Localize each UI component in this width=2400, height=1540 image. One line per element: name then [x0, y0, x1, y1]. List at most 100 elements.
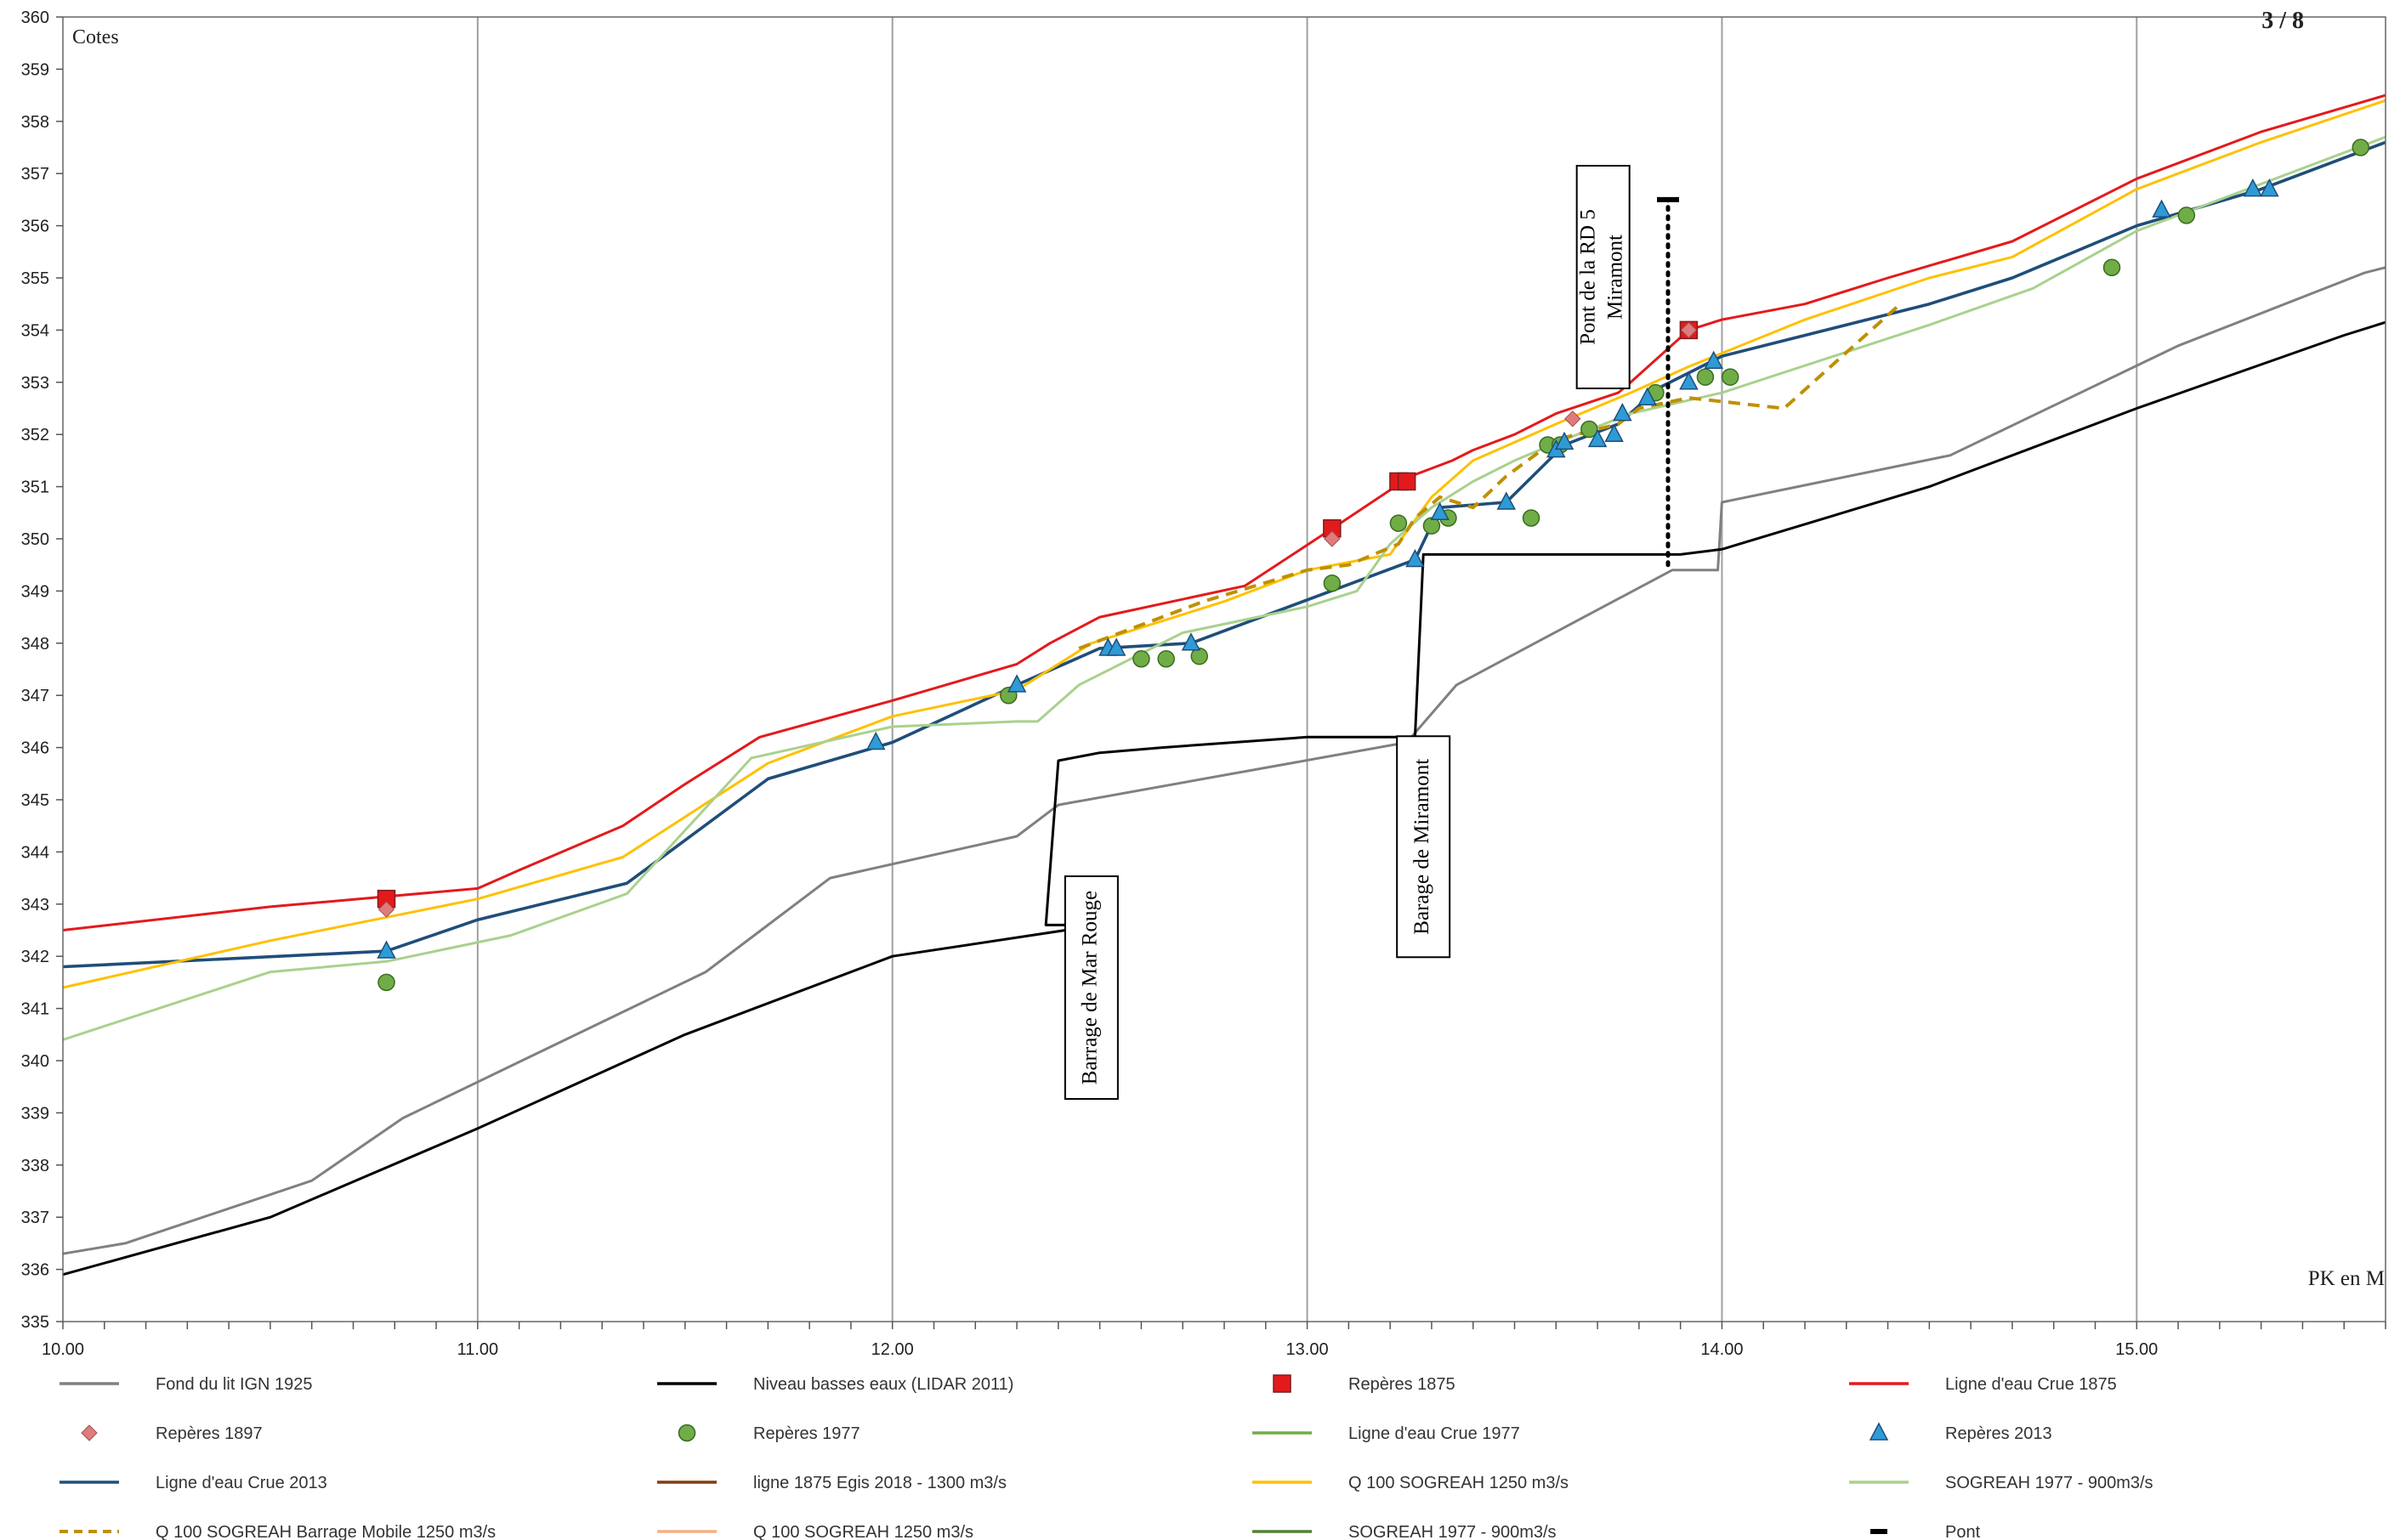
- marker-circle: [1696, 368, 1715, 386]
- legend-item: Repères 1897: [81, 1424, 263, 1443]
- y-tick-label: 346: [21, 739, 49, 758]
- legend-item: Fond du lit IGN 1925: [60, 1375, 313, 1394]
- marker-diamond: [81, 1424, 98, 1441]
- legend-label: Ligne d'eau Crue 2013: [156, 1474, 327, 1492]
- annotation-text: Pont de la RD 5: [1576, 209, 1599, 345]
- x-tick-label: 11.00: [457, 1340, 499, 1359]
- y-axis-label: Cotes: [72, 26, 119, 48]
- y-tick-label: 339: [21, 1104, 49, 1123]
- y-tick-label: 360: [21, 8, 49, 27]
- legend-item: Repères 1875: [1273, 1374, 1455, 1394]
- legend-label: SOGREAH 1977 - 900m3/s: [1348, 1523, 1557, 1540]
- marker-square: [1397, 472, 1416, 491]
- marker-triangle: [1106, 637, 1126, 656]
- annotation-box: Barage de Miramont: [1396, 735, 1451, 959]
- legend-label: Ligne d'eau Crue 1977: [1348, 1424, 1520, 1443]
- y-tick-label: 355: [21, 269, 49, 288]
- y-tick-label: 358: [21, 113, 49, 132]
- marker-circle: [1721, 368, 1739, 386]
- legend-label: Niveau basses eaux (LIDAR 2011): [753, 1375, 1013, 1394]
- x-tick-label: 13.00: [1286, 1340, 1329, 1359]
- legend-label: Repères 2013: [1945, 1424, 2052, 1443]
- y-tick-label: 335: [21, 1313, 49, 1332]
- marker-triangle: [1604, 423, 1624, 442]
- marker-circle: [2352, 139, 2369, 156]
- legend-label: Fond du lit IGN 1925: [156, 1375, 313, 1394]
- annotation-box: Barrage de Mar Rouge: [1064, 875, 1119, 1101]
- y-tick-label: 345: [21, 791, 49, 810]
- marker-triangle: [865, 731, 886, 750]
- legend-item: ligne 1875 Egis 2018 - 1300 m3/s: [657, 1474, 1007, 1492]
- legend-item: Repères 1977: [678, 1424, 860, 1443]
- legend-item: Q 100 SOGREAH 1250 m3/s: [657, 1523, 973, 1540]
- annotation-text: Barage de Miramont: [1410, 759, 1433, 935]
- y-tick-label: 352: [21, 426, 49, 444]
- legend-item: Q 100 SOGREAH Barrage Mobile 1250 m3/s: [60, 1523, 496, 1540]
- annotations: Barrage de Mar Rouge Barage de Miramont Po…: [1064, 165, 1631, 1101]
- legend-label: Pont: [1945, 1523, 1981, 1540]
- page-number: 3 / 8: [2261, 8, 2304, 34]
- y-tick-label: 349: [21, 582, 49, 601]
- legend-label: Repères 1977: [753, 1424, 860, 1443]
- marker-circle: [2102, 258, 2121, 276]
- legend-label: Q 100 SOGREAH 1250 m3/s: [753, 1523, 973, 1540]
- marker-triangle: [1007, 674, 1027, 693]
- marker-triangle: [1181, 632, 1201, 651]
- marker-diamond: [1680, 321, 1698, 339]
- marker-triangle: [1869, 1422, 1889, 1441]
- y-tick-label: 341: [21, 1000, 49, 1019]
- marker-diamond: [377, 901, 395, 918]
- marker-circle: [1522, 509, 1540, 527]
- y-tick-label: 344: [21, 843, 49, 862]
- legend-item: Pont: [1870, 1523, 1981, 1540]
- y-tick-label: 347: [21, 687, 49, 705]
- marker-triangle: [1613, 403, 1632, 422]
- y-tick-label: 354: [21, 321, 49, 340]
- x-tick-label: 15.00: [2115, 1340, 2158, 1359]
- legend-item: Ligne d'eau Crue 1875: [1849, 1375, 2117, 1394]
- x-axis-label: PK en M: [2308, 1267, 2385, 1290]
- y-tick-label: 338: [21, 1157, 49, 1175]
- y-tick-label: 351: [21, 478, 49, 497]
- legend-item: Ligne d'eau Crue 2013: [60, 1474, 327, 1492]
- y-tick-label: 343: [21, 896, 49, 914]
- y-tick-label: 348: [21, 635, 49, 654]
- x-tick-label: 10.00: [42, 1340, 84, 1359]
- series-line: [62, 135, 2386, 1041]
- x-tick-label: 12.00: [871, 1340, 914, 1359]
- y-tick-label: 353: [21, 374, 49, 393]
- y-tick-label: 337: [21, 1209, 49, 1227]
- marker-triangle: [1704, 350, 1723, 369]
- y-tick-label: 342: [21, 948, 49, 966]
- marker-circle: [678, 1424, 696, 1442]
- legend-item: SOGREAH 1977 - 900m3/s: [1849, 1474, 2153, 1492]
- marker-circle: [377, 973, 395, 992]
- marker-triangle: [1554, 431, 1574, 450]
- marker-triangle: [2243, 178, 2263, 197]
- marker-circle: [1132, 649, 1150, 668]
- grid-lines: [476, 17, 2138, 1322]
- legend-item: Ligne d'eau Crue 1977: [1252, 1424, 1520, 1443]
- marker-circle: [1157, 649, 1175, 668]
- marker-triangle: [1430, 501, 1450, 521]
- marker-triangle: [2152, 199, 2171, 218]
- marker-circle: [1389, 514, 1408, 532]
- annotation-text: Barrage de Mar Rouge: [1079, 891, 1102, 1084]
- marker-triangle: [2260, 178, 2279, 197]
- marker-triangle: [1496, 491, 1516, 510]
- y-tick-label: 350: [21, 530, 49, 549]
- annotation-text: Miramont: [1603, 235, 1626, 320]
- series-line: [62, 93, 2386, 931]
- y-tick-label: 356: [21, 218, 49, 236]
- legend-label: Repères 1875: [1348, 1375, 1455, 1394]
- series-line: [1078, 303, 1902, 650]
- legend-item: Q 100 SOGREAH 1250 m3/s: [1252, 1474, 1569, 1492]
- marker-triangle: [377, 940, 396, 959]
- marker-square: [1273, 1374, 1291, 1393]
- marker-circle: [1580, 420, 1598, 439]
- marker-diamond: [1324, 530, 1341, 547]
- legend-label: ligne 1875 Egis 2018 - 1300 m3/s: [753, 1474, 1007, 1492]
- legend-item: SOGREAH 1977 - 900m3/s: [1252, 1523, 1557, 1540]
- legend-label: Ligne d'eau Crue 1875: [1945, 1375, 2117, 1394]
